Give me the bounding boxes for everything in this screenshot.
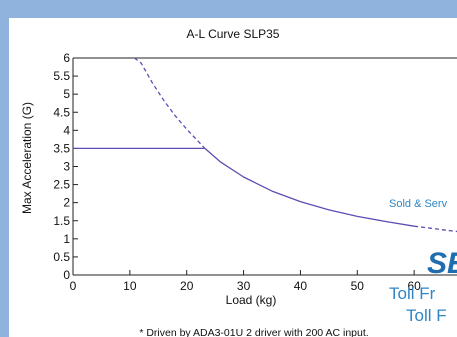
- series-line-dashed: [414, 225, 457, 233]
- y-tick-label: 4: [63, 123, 70, 137]
- series-lines: [73, 57, 457, 233]
- watermark-toll-1: Toll Fr: [389, 284, 436, 303]
- x-tick-label: 40: [294, 279, 308, 293]
- footnote: * Driven by ADA3-01U 2 driver with 200 A…: [139, 327, 368, 337]
- y-tick-label: 3.5: [53, 141, 70, 155]
- y-tick-label: 1: [63, 232, 70, 246]
- x-tick-label: 10: [123, 279, 137, 293]
- y-tick-label: 2: [63, 196, 70, 210]
- watermark-sold-text: Sold & Serv: [389, 198, 448, 210]
- x-tick-label: 0: [70, 279, 77, 293]
- x-axis-label: Load (kg): [226, 293, 277, 307]
- watermark-logo: SE: [427, 247, 457, 280]
- axes: [72, 57, 457, 276]
- y-tick-label: 4.5: [53, 105, 70, 119]
- x-tick-label: 30: [237, 279, 251, 293]
- y-axis-label: Max Acceleration (G): [20, 102, 34, 214]
- y-tick-label: 6: [63, 51, 70, 65]
- y-tick-label: 3: [63, 160, 70, 174]
- chart-svg: 00.511.522.533.544.555.56010203040506070…: [20, 27, 457, 337]
- x-tick-label: 50: [351, 279, 365, 293]
- series-line-solid: [204, 147, 415, 227]
- y-tick-label: 5.5: [53, 69, 70, 83]
- y-tick-label: 2.5: [53, 178, 70, 192]
- chart-panel: 00.511.522.533.544.555.56010203040506070…: [9, 18, 457, 337]
- tick-marks: 00.511.522.533.544.555.56010203040506070: [53, 51, 421, 293]
- y-tick-label: 5: [63, 87, 70, 101]
- y-tick-label: 0: [63, 268, 70, 282]
- chart-title: A-L Curve SLP35: [187, 27, 280, 41]
- x-tick-label: 20: [180, 279, 194, 293]
- series-line-dashed: [134, 57, 206, 149]
- y-tick-label: 0.5: [53, 250, 70, 264]
- x-tick-label: 60: [407, 279, 421, 293]
- watermark-toll-2: Toll F: [406, 306, 447, 325]
- y-tick-label: 1.5: [53, 214, 70, 228]
